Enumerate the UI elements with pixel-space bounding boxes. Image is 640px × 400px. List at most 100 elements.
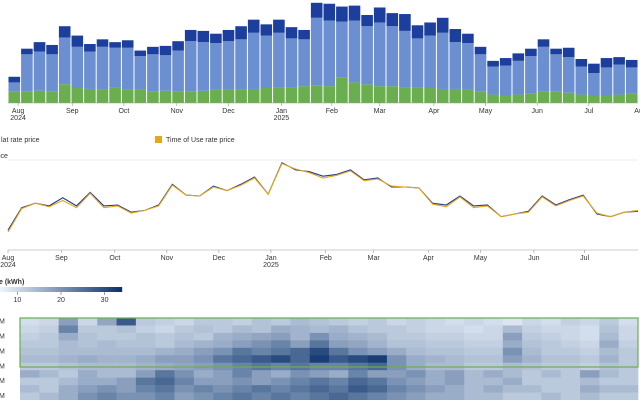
- bar-segment: [323, 3, 336, 21]
- heat-cell: [541, 392, 562, 400]
- heat-cell: [309, 377, 330, 386]
- bar-segment: [575, 66, 588, 95]
- heat-cell: [20, 325, 40, 334]
- x-tick-label: May: [479, 108, 493, 115]
- heat-cell: [135, 385, 156, 393]
- heat-cell: [116, 392, 137, 400]
- bar-segment: [336, 77, 348, 103]
- heat-cell: [290, 318, 310, 326]
- heat-cell: [309, 318, 330, 326]
- bar-segment: [71, 88, 84, 103]
- heat-cell: [193, 370, 214, 378]
- heat-cell: [502, 355, 523, 364]
- bar-segment: [348, 20, 361, 83]
- heat-cell: [290, 370, 310, 378]
- chart-title: ice: [0, 153, 8, 160]
- colorbar-step: [46, 287, 49, 292]
- heat-cell: [483, 385, 504, 393]
- heat-cell: [444, 340, 465, 349]
- colorbar-step: [54, 287, 57, 292]
- bar-segment: [172, 91, 184, 103]
- heat-cell: [329, 355, 349, 364]
- heat-cell: [425, 370, 446, 378]
- heat-cell: [251, 385, 272, 393]
- heat-cell: [193, 332, 214, 341]
- heat-cell: [193, 318, 214, 326]
- colorbar-step: [36, 287, 39, 292]
- heat-cell: [464, 385, 484, 393]
- heat-cell: [386, 355, 407, 364]
- heat-cell: [541, 325, 562, 334]
- heat-cell: [174, 370, 195, 378]
- bar-segment: [373, 7, 386, 23]
- heat-cell: [155, 340, 175, 349]
- bar-segment: [550, 91, 562, 103]
- heat-cell: [541, 370, 562, 378]
- heat-cell: [522, 392, 542, 400]
- heat-cell: [367, 318, 388, 326]
- bar-segment: [562, 92, 575, 103]
- heat-cell: [444, 318, 465, 326]
- heat-cell: [560, 370, 581, 378]
- bar-segment: [512, 53, 525, 61]
- heat-cell: [155, 318, 175, 326]
- heat-cell: [193, 355, 214, 364]
- colorbar-step: [26, 287, 29, 292]
- bar-segment: [134, 56, 147, 90]
- bar-segment: [323, 86, 336, 103]
- heat-cell: [406, 370, 426, 378]
- bar-segment: [273, 19, 285, 33]
- heat-cell: [618, 355, 639, 364]
- bar-segment: [121, 40, 134, 48]
- colorbar-step: [44, 287, 47, 292]
- heat-cell: [560, 355, 581, 364]
- bar-segment: [462, 43, 474, 90]
- colorbar-step: [16, 287, 19, 292]
- bar-segment: [613, 57, 625, 65]
- x-tick-label: Jun: [532, 108, 543, 115]
- bar-segment: [46, 44, 58, 55]
- heat-cell: [348, 355, 368, 364]
- heat-cell: [329, 318, 349, 326]
- x-tick-label: Oct: [118, 108, 129, 115]
- x-tick-label: Apr: [423, 255, 435, 262]
- heat-cell: [155, 325, 175, 334]
- bar-segment: [462, 33, 474, 44]
- bar-segment: [210, 89, 222, 103]
- bar-segment: [58, 37, 71, 85]
- heat-cell: [39, 347, 59, 356]
- row-label: M: [0, 393, 5, 400]
- bar-segment: [575, 58, 588, 67]
- heat-cell: [58, 332, 79, 341]
- bar-segment: [84, 51, 96, 89]
- bar-segment: [84, 88, 96, 103]
- bar-segment: [247, 88, 260, 103]
- heat-cell: [580, 385, 600, 393]
- heat-cell: [483, 370, 504, 378]
- bar-segment: [71, 35, 84, 47]
- colorbar-step: [62, 287, 65, 292]
- bar-segment: [121, 89, 134, 103]
- bar-segment: [436, 17, 449, 33]
- colorbar-step: [108, 287, 111, 292]
- colorbar-step: [116, 287, 119, 292]
- bar-segment: [336, 6, 348, 22]
- heat-cell: [97, 332, 117, 341]
- heat-cell: [193, 377, 214, 386]
- heat-cell: [367, 347, 388, 356]
- bar-segment: [399, 14, 411, 31]
- heat-cell: [483, 377, 504, 386]
- heat-cell: [77, 355, 98, 364]
- heat-cell: [271, 355, 291, 364]
- heat-cell: [406, 377, 426, 386]
- colorbar-step: [110, 287, 113, 292]
- heat-cell: [251, 318, 272, 326]
- heat-cell: [618, 392, 639, 400]
- x-tick-label: Nov: [161, 255, 174, 262]
- bar-segment: [147, 54, 159, 92]
- heat-cell: [560, 325, 581, 334]
- bar-segment: [8, 91, 21, 103]
- heat-cell: [271, 347, 291, 356]
- bar-segment: [537, 39, 550, 47]
- row-label: M: [0, 319, 5, 326]
